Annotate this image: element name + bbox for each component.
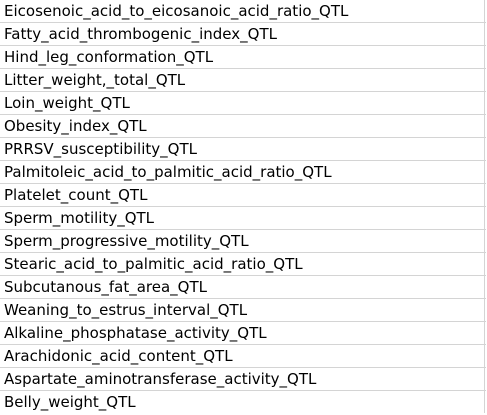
sheet-row: Loin_weight_QTL [0, 91, 486, 115]
cell-empty[interactable] [484, 68, 486, 92]
cell[interactable]: Sperm_progressive_motility_QTL [0, 229, 485, 253]
sheet-row: Hind_leg_conformation_QTL [0, 45, 486, 69]
cell[interactable]: Alkaline_phosphatase_activity_QTL [0, 321, 485, 345]
cell-empty[interactable] [484, 160, 486, 184]
cell[interactable]: Sperm_motility_QTL [0, 206, 485, 230]
cell-empty[interactable] [484, 22, 486, 46]
cell-empty[interactable] [484, 344, 486, 368]
sheet-row: Belly_weight_QTL [0, 390, 486, 413]
cell[interactable]: Eicosenoic_acid_to_eicosanoic_acid_ratio… [0, 0, 485, 23]
sheet-row: Weaning_to_estrus_interval_QTL [0, 298, 486, 322]
cell-empty[interactable] [484, 114, 486, 138]
cell-empty[interactable] [484, 229, 486, 253]
sheet-row: Obesity_index_QTL [0, 114, 486, 138]
cell-empty[interactable] [484, 91, 486, 115]
sheet-row: Aspartate_aminotransferase_activity_QTL [0, 367, 486, 391]
sheet-row: Sperm_motility_QTL [0, 206, 486, 230]
cell-empty[interactable] [484, 390, 486, 413]
cell-empty[interactable] [484, 183, 486, 207]
cell[interactable]: Arachidonic_acid_content_QTL [0, 344, 485, 368]
cell-empty[interactable] [484, 275, 486, 299]
sheet-row: Litter_weight,_total_QTL [0, 68, 486, 92]
sheet-row: Arachidonic_acid_content_QTL [0, 344, 486, 368]
cell-empty[interactable] [484, 206, 486, 230]
cell-empty[interactable] [484, 137, 486, 161]
sheet-row: Sperm_progressive_motility_QTL [0, 229, 486, 253]
cell[interactable]: Loin_weight_QTL [0, 91, 485, 115]
cell-empty[interactable] [484, 252, 486, 276]
cell[interactable]: Fatty_acid_thrombogenic_index_QTL [0, 22, 485, 46]
cell[interactable]: Aspartate_aminotransferase_activity_QTL [0, 367, 485, 391]
cell[interactable]: Obesity_index_QTL [0, 114, 485, 138]
sheet-row: Alkaline_phosphatase_activity_QTL [0, 321, 486, 345]
sheet-row: Stearic_acid_to_palmitic_acid_ratio_QTL [0, 252, 486, 276]
cell[interactable]: Belly_weight_QTL [0, 390, 485, 413]
sheet-row: PRRSV_susceptibility_QTL [0, 137, 486, 161]
sheet-row: Eicosenoic_acid_to_eicosanoic_acid_ratio… [0, 0, 486, 23]
cell[interactable]: Hind_leg_conformation_QTL [0, 45, 485, 69]
cell[interactable]: Litter_weight,_total_QTL [0, 68, 485, 92]
cell[interactable]: Platelet_count_QTL [0, 183, 485, 207]
sheet-row: Subcutanous_fat_area_QTL [0, 275, 486, 299]
cell[interactable]: Stearic_acid_to_palmitic_acid_ratio_QTL [0, 252, 485, 276]
sheet-row: Palmitoleic_acid_to_palmitic_acid_ratio_… [0, 160, 486, 184]
cell-empty[interactable] [484, 45, 486, 69]
cell[interactable]: Palmitoleic_acid_to_palmitic_acid_ratio_… [0, 160, 485, 184]
sheet-row: Platelet_count_QTL [0, 183, 486, 207]
cell[interactable]: Weaning_to_estrus_interval_QTL [0, 298, 485, 322]
cell-empty[interactable] [484, 0, 486, 23]
cell[interactable]: Subcutanous_fat_area_QTL [0, 275, 485, 299]
sheet-row: Fatty_acid_thrombogenic_index_QTL [0, 22, 486, 46]
cell-empty[interactable] [484, 321, 486, 345]
cell[interactable]: PRRSV_susceptibility_QTL [0, 137, 485, 161]
cell-empty[interactable] [484, 367, 486, 391]
cell-empty[interactable] [484, 298, 486, 322]
